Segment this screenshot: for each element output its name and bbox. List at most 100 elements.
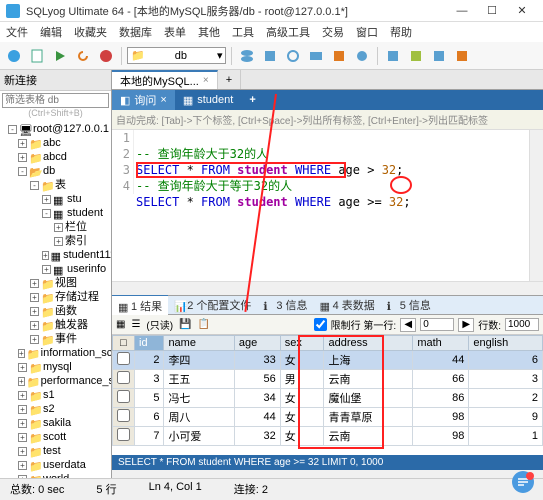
first-button[interactable]: ◀ — [400, 318, 416, 332]
result-tab[interactable]: ℹ3 信息 — [257, 295, 313, 315]
tool-icon[interactable] — [260, 46, 280, 66]
result-tab[interactable]: 📊2 个配置文件 — [168, 295, 257, 315]
db-selector[interactable]: 📁 db ▾ — [127, 47, 226, 64]
cell[interactable]: 9 — [469, 408, 543, 427]
cell[interactable]: 6 — [469, 351, 543, 370]
tree-db[interactable]: mysql — [43, 360, 72, 374]
tree-funcs[interactable]: 函数 — [55, 304, 77, 318]
tree-cols[interactable]: 栏位 — [65, 220, 87, 234]
col-header[interactable]: english — [469, 336, 543, 351]
row-checkbox[interactable] — [117, 371, 130, 384]
menu-xact[interactable]: 交易 — [322, 24, 344, 40]
menu-db[interactable]: 数据库 — [119, 24, 152, 40]
tree-table[interactable]: student — [67, 206, 103, 220]
code-area[interactable]: -- 查询年龄大于32的人 SELECT * FROM student WHER… — [136, 130, 411, 226]
cell[interactable]: 3 — [135, 370, 164, 389]
sql-editor[interactable]: 1 2 3 4 -- 查询年龄大于32的人 SELECT * FROM stud… — [112, 130, 543, 295]
tree-root[interactable]: root@127.0.0.1 — [33, 122, 109, 136]
close-button[interactable]: ✕ — [507, 1, 537, 21]
cell[interactable]: 周八 — [164, 408, 234, 427]
execute-icon[interactable] — [50, 46, 70, 66]
tree-db[interactable]: userdata — [43, 458, 86, 472]
close-icon[interactable]: × — [203, 75, 209, 86]
stop-icon[interactable] — [96, 46, 116, 66]
tool-icon[interactable] — [383, 46, 403, 66]
menu-help[interactable]: 帮助 — [390, 24, 412, 40]
refresh-icon[interactable] — [73, 46, 93, 66]
tree-db[interactable]: performance_schema — [41, 374, 111, 388]
cell[interactable]: 李四 — [164, 351, 234, 370]
col-header[interactable]: id — [135, 336, 164, 351]
cell[interactable]: 32 — [234, 427, 280, 446]
menu-tools[interactable]: 工具 — [232, 24, 254, 40]
cell[interactable]: 44 — [234, 408, 280, 427]
tree-db[interactable]: s1 — [43, 388, 55, 402]
scrollbar-horizontal[interactable] — [112, 281, 543, 295]
cell[interactable]: 2 — [135, 351, 164, 370]
tool-icon[interactable] — [429, 46, 449, 66]
maximize-button[interactable]: ☐ — [477, 1, 507, 21]
menu-other[interactable]: 其他 — [198, 24, 220, 40]
menu-file[interactable]: 文件 — [6, 24, 28, 40]
tree-db[interactable]: s2 — [43, 402, 55, 416]
tool-icon[interactable] — [452, 46, 472, 66]
menu-table[interactable]: 表单 — [164, 24, 186, 40]
rowsel-header[interactable]: □ — [113, 336, 135, 351]
query-tab[interactable]: ◧询问× — [112, 90, 175, 110]
tool-icon[interactable] — [306, 46, 326, 66]
tree-db[interactable]: sakila — [43, 416, 71, 430]
result-tab[interactable]: ▦1 结果 — [112, 294, 168, 316]
col-header[interactable]: age — [234, 336, 280, 351]
add-conn-tab[interactable]: + — [218, 70, 241, 89]
rowcount-input[interactable] — [505, 318, 539, 331]
tree-table[interactable]: userinfo — [67, 262, 106, 276]
offset-input[interactable] — [420, 318, 454, 331]
menu-window[interactable]: 窗口 — [356, 24, 378, 40]
cell[interactable]: 86 — [413, 389, 469, 408]
row-checkbox[interactable] — [117, 352, 130, 365]
result-grid[interactable]: □ id name age sex address math english 2… — [112, 335, 543, 455]
menu-edit[interactable]: 编辑 — [40, 24, 62, 40]
cell[interactable]: 王五 — [164, 370, 234, 389]
menu-adv[interactable]: 高级工具 — [266, 24, 310, 40]
tree-tables[interactable]: 表 — [55, 178, 66, 192]
tool-icon[interactable] — [283, 46, 303, 66]
menu-fav[interactable]: 收藏夹 — [74, 24, 107, 40]
minimize-button[interactable]: — — [447, 1, 477, 21]
cell[interactable]: 冯七 — [164, 389, 234, 408]
tool-icon[interactable] — [237, 46, 257, 66]
scrollbar-vertical[interactable] — [529, 130, 543, 295]
filter-input[interactable] — [2, 93, 109, 108]
row-checkbox[interactable] — [117, 428, 130, 441]
tree-views[interactable]: 视图 — [55, 276, 77, 290]
tree-procs[interactable]: 存储过程 — [55, 290, 99, 304]
copy-icon[interactable]: 📋 — [198, 319, 210, 330]
cell[interactable]: 1 — [469, 427, 543, 446]
tool-icon[interactable] — [352, 46, 372, 66]
result-tab[interactable]: ℹ5 信息 — [381, 295, 437, 315]
db-tree[interactable]: -🖥root@127.0.0.1 +📁abc +📁abcd -📂db -📁表 +… — [0, 120, 111, 478]
tree-db[interactable]: abcd — [43, 150, 67, 164]
cell[interactable]: 56 — [234, 370, 280, 389]
cell[interactable]: 66 — [413, 370, 469, 389]
tree-table[interactable]: stu — [67, 192, 82, 206]
row-checkbox[interactable] — [117, 409, 130, 422]
chat-icon[interactable] — [511, 470, 535, 494]
conn-tab[interactable]: 本地的MySQL...× — [112, 70, 218, 89]
export-icon[interactable]: 💾 — [179, 319, 191, 330]
cell[interactable]: 34 — [234, 389, 280, 408]
cell[interactable]: 33 — [234, 351, 280, 370]
col-header[interactable]: math — [413, 336, 469, 351]
tree-db[interactable]: information_schema — [41, 346, 111, 360]
cell[interactable]: 98 — [413, 408, 469, 427]
add-tab[interactable]: + — [241, 92, 263, 108]
limit-checkbox[interactable] — [314, 318, 327, 331]
next-button[interactable]: ▶ — [458, 318, 474, 332]
tool-icon[interactable] — [406, 46, 426, 66]
form-view-icon[interactable]: ☰ — [131, 319, 140, 330]
cell[interactable]: 44 — [413, 351, 469, 370]
table-tab[interactable]: ▦student — [175, 92, 242, 109]
tree-events[interactable]: 事件 — [55, 332, 77, 346]
col-header[interactable]: name — [164, 336, 234, 351]
cell[interactable]: 98 — [413, 427, 469, 446]
